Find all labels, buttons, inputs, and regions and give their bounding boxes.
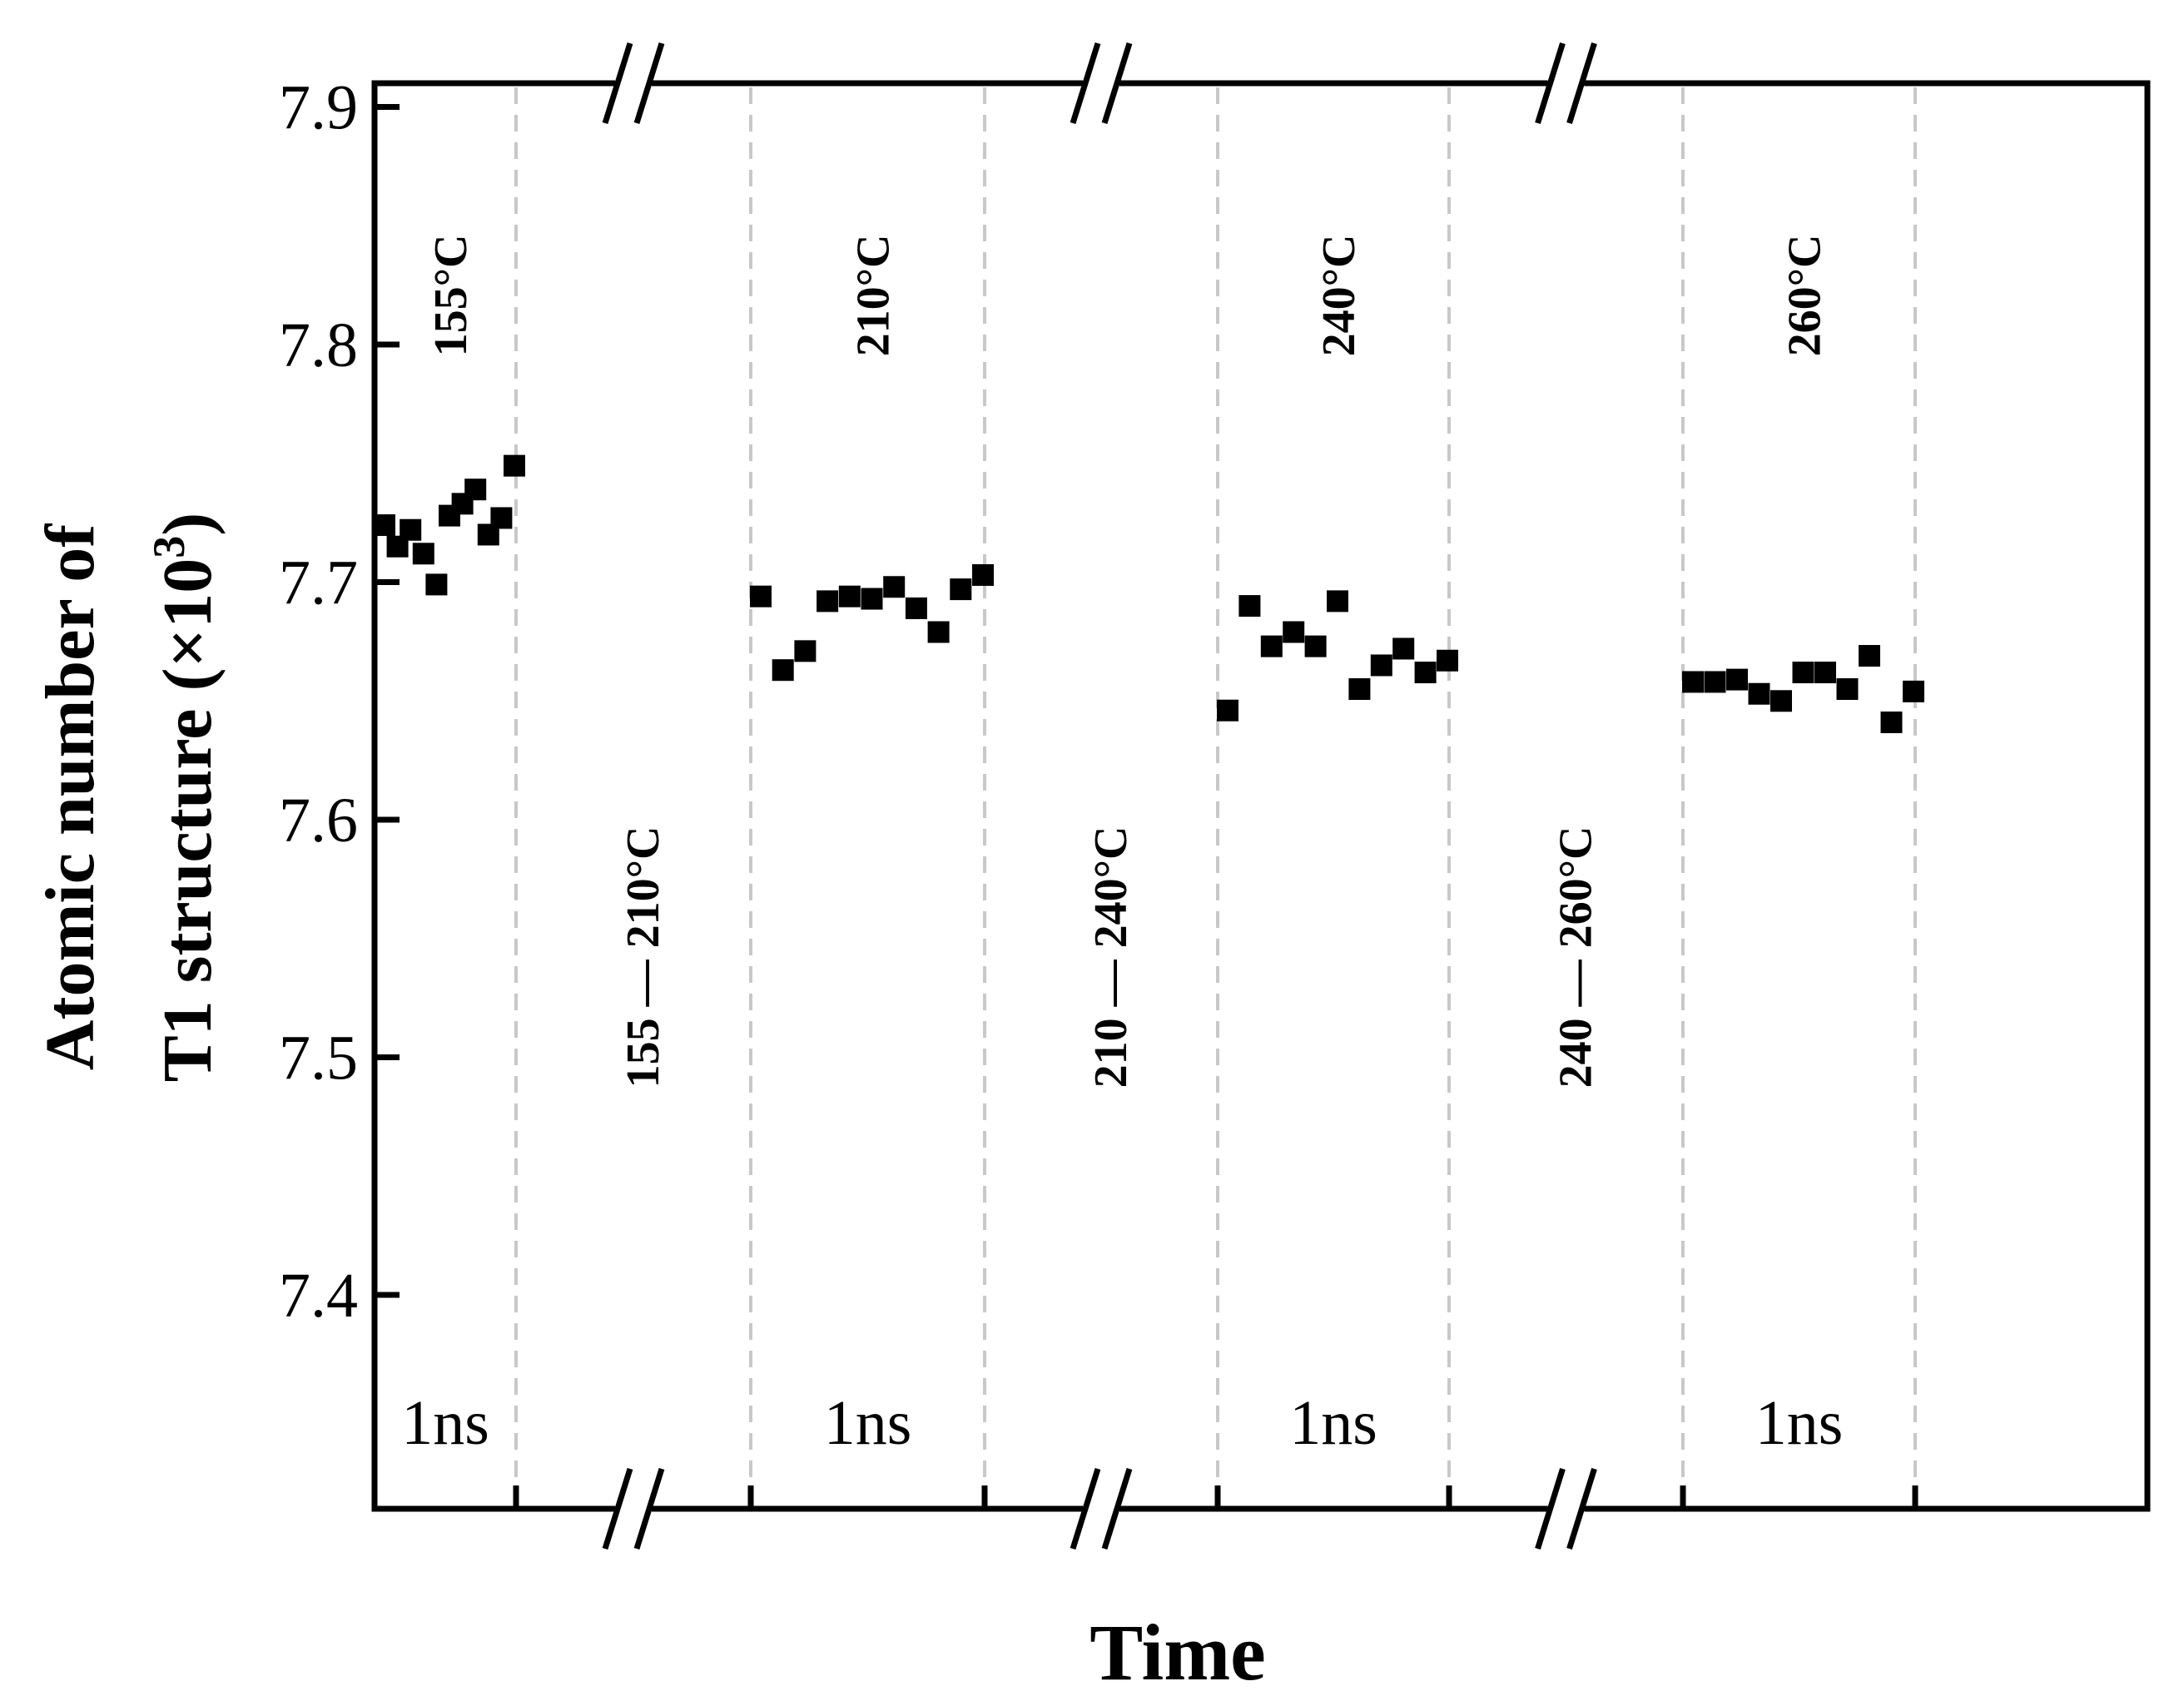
y-axis-title-line1: Atomic number of <box>32 523 109 1070</box>
axis-break-mark <box>1535 42 1566 125</box>
segment-temperature-label: 260°C <box>1779 235 1831 357</box>
data-point <box>425 573 448 596</box>
data-point <box>861 588 883 610</box>
segment-temperature-label: 240°C <box>1313 235 1365 357</box>
data-point <box>1792 662 1814 684</box>
data-point <box>1348 678 1371 701</box>
axis-break-mark <box>1070 42 1101 125</box>
x-axis-title: Time <box>1090 1608 1266 1697</box>
y-tick-label: 7.7 <box>279 548 358 618</box>
data-point <box>794 640 817 662</box>
data-point <box>1238 595 1261 617</box>
data-point <box>1370 654 1392 677</box>
y-axis-title-line2: T1 structure (×103) <box>144 513 226 1083</box>
data-point <box>772 659 794 682</box>
data-point <box>927 621 950 643</box>
segment-duration-label: 1ns <box>824 1388 912 1458</box>
y-tick-label: 7.4 <box>279 1261 358 1331</box>
data-point <box>1880 711 1903 733</box>
x-axis-ticks <box>513 1485 1918 1509</box>
data-points <box>374 454 1924 733</box>
y-tick-label: 7.9 <box>279 73 358 143</box>
axis-break-mark <box>602 1467 633 1550</box>
separator-lines <box>514 87 1917 1505</box>
axis-break-mark <box>602 42 633 125</box>
data-point <box>1283 621 1305 643</box>
data-point <box>1836 678 1859 701</box>
axis-break-mark <box>1535 1467 1566 1550</box>
axis-breaks <box>602 42 1597 1550</box>
y-tick-label: 7.5 <box>279 1024 358 1094</box>
data-point <box>504 454 525 477</box>
data-point <box>1304 635 1327 657</box>
segment-duration-label: 1ns <box>401 1388 489 1458</box>
data-point <box>490 507 513 529</box>
data-point <box>412 543 434 565</box>
segment-ramp-label: 210 — 240°C <box>1085 826 1137 1089</box>
data-point <box>1437 649 1458 672</box>
data-point <box>883 576 906 598</box>
axis-break-mark <box>1101 1467 1133 1550</box>
data-point <box>1414 662 1437 684</box>
y-axis-title-close: ) <box>149 513 226 536</box>
data-point <box>1217 699 1238 722</box>
data-point <box>950 578 972 601</box>
data-point <box>1770 690 1792 712</box>
axis-break-mark <box>1070 1467 1101 1550</box>
data-point <box>400 518 422 541</box>
data-point <box>1814 662 1836 684</box>
data-point <box>464 479 487 501</box>
data-point <box>972 563 994 586</box>
data-point <box>1903 680 1924 702</box>
data-point <box>838 585 861 608</box>
plot-frame <box>371 80 2151 1512</box>
data-point <box>1748 682 1770 705</box>
data-point <box>1859 645 1880 667</box>
segment-ramp-label: 240 — 260°C <box>1551 826 1602 1089</box>
y-tick-label: 7.8 <box>279 310 358 380</box>
y-axis-ticks: 7.4 7.5 7.6 7.7 7.8 7.9 <box>279 73 400 1331</box>
axis-break-mark <box>633 1467 665 1550</box>
y-tick-label: 7.6 <box>279 786 358 855</box>
data-point <box>817 590 839 612</box>
segment-duration-label: 1ns <box>1289 1388 1377 1458</box>
data-point <box>905 597 927 619</box>
axis-break-mark <box>1566 1467 1597 1550</box>
segment-temperature-label: 155°C <box>425 235 477 357</box>
data-point <box>1682 671 1704 693</box>
axis-break-mark <box>1566 42 1597 125</box>
axis-break-mark <box>1101 42 1133 125</box>
axis-break-mark <box>633 42 665 125</box>
segment-labels: 155°C 1ns 155 — 210°C 210°C 1ns 210 — 240°C 24… <box>401 235 1843 1458</box>
data-point <box>750 585 772 608</box>
data-point <box>1392 637 1415 660</box>
segment-duration-label: 1ns <box>1755 1388 1844 1458</box>
data-point <box>1726 668 1748 691</box>
data-point <box>1260 635 1283 657</box>
data-point <box>1327 590 1348 612</box>
y-axis-title-exponent: 3 <box>144 536 194 558</box>
data-point <box>1704 671 1726 693</box>
segment-temperature-label: 210°C <box>848 235 900 357</box>
y-axis-title-main: T1 structure (×10 <box>149 558 226 1083</box>
segment-ramp-label: 155 — 210°C <box>618 826 669 1089</box>
